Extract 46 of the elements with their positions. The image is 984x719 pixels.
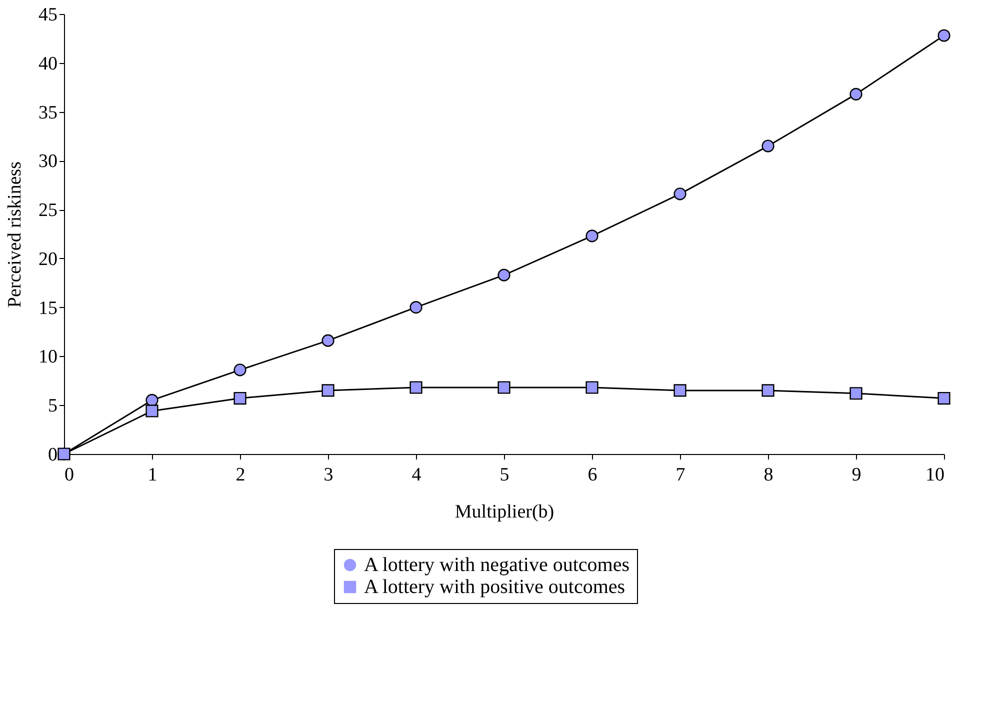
x-tick-label: 7 (676, 464, 686, 486)
point (850, 88, 862, 100)
point (322, 384, 334, 397)
point (850, 387, 862, 400)
x-tick-label: 10 (926, 464, 944, 486)
y-tick-label: 45 (38, 4, 58, 26)
y-tick-label: 10 (38, 346, 58, 368)
x-axis-title: Multiplier(b) (454, 502, 554, 522)
x-tick-label: 9 (852, 464, 862, 486)
x-tick-label: 3 (324, 464, 334, 486)
point (146, 394, 158, 407)
point (234, 364, 246, 376)
point (322, 334, 334, 347)
point (58, 448, 70, 460)
legend-label: A lottery with positive outcomes (364, 576, 626, 598)
x-tick-label: 0 (64, 464, 74, 486)
point (586, 381, 598, 394)
point (762, 140, 774, 152)
point (410, 381, 422, 394)
point (234, 392, 246, 405)
point (674, 188, 686, 200)
x-tick-label: 6 (588, 464, 598, 486)
point (674, 384, 686, 397)
y-tick-label: 35 (38, 102, 58, 124)
y-tick-label: 30 (38, 151, 58, 172)
point (498, 268, 510, 282)
x-tick-label: 5 (500, 464, 510, 486)
x-tick-label: 2 (236, 464, 246, 486)
x-tick-label: 1 (148, 464, 158, 486)
point (762, 384, 774, 397)
point (938, 392, 950, 405)
y-tick-label: 0 (48, 444, 58, 466)
y-axis-title: Perceived riskiness (4, 161, 26, 308)
y-tick-label: 5 (48, 396, 58, 417)
point (146, 404, 158, 418)
point (410, 301, 422, 314)
point (938, 29, 950, 42)
legend-label: A lottery with negative outcomes (364, 554, 630, 576)
y-tick-label: 15 (38, 298, 58, 319)
point (586, 230, 598, 242)
x-tick-label: 8 (764, 464, 774, 486)
y-tick-label: 20 (38, 248, 58, 270)
x-tick-label: 4 (412, 464, 422, 486)
y-tick-label: 25 (38, 200, 58, 222)
point (498, 381, 510, 394)
y-tick-label: 40 (38, 53, 58, 74)
